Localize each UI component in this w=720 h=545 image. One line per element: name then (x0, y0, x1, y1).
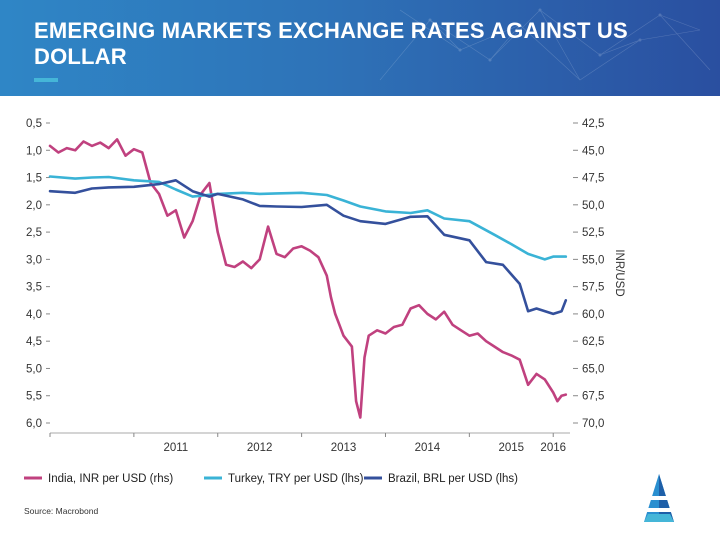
left-axis-tick-label: 0,5 (26, 118, 42, 130)
left-axis-tick-label: 5,5 (26, 391, 42, 403)
left-axis-tick-label: 3,0 (26, 254, 42, 266)
right-axis-tick-label: 57,5 (582, 282, 604, 294)
right-axis-tick-label: 50,0 (582, 200, 604, 212)
exchange-rate-chart: 0,5 1,0 1,5 2,0 2,5 3,0 3,5 4,0 4,5 5,0 5,5 6,0 42,5… (24, 118, 625, 485)
right-axis-tick-label: 70,0 (582, 418, 604, 430)
left-axis-tick-label: 4,0 (26, 309, 42, 321)
title-banner: EMERGING MARKETS EXCHANGE RATES AGAINST … (0, 0, 720, 96)
chart-axes: 0,5 1,0 1,5 2,0 2,5 3,0 3,5 4,0 4,5 5,0 5,5 6,0 42,5… (26, 118, 625, 454)
left-axis-tick-label: 1,5 (26, 173, 42, 185)
x-axis-tick-label: 2014 (415, 442, 441, 454)
x-axis-tick-label: 2016 (540, 442, 566, 454)
x-axis-tick-label: 2013 (331, 442, 357, 454)
left-axis-tick-label: 4,5 (26, 336, 42, 348)
right-axis-tick-label: 55,0 (582, 254, 604, 266)
slide-title: EMERGING MARKETS EXCHANGE RATES AGAINST … (34, 18, 628, 69)
source-note: Source: Macrobond (24, 506, 99, 516)
left-axis-tick-label: 5,0 (26, 363, 42, 375)
right-axis-tick-label: 60,0 (582, 309, 604, 321)
right-axis-tick-label: 67,5 (582, 391, 604, 403)
company-logo-icon (644, 474, 674, 522)
series-line (48, 138, 568, 419)
left-axis-tick-label: 2,5 (26, 227, 42, 239)
right-axis-tick-label: 47,5 (582, 173, 604, 185)
right-axis-tick-label: 42,5 (582, 118, 604, 130)
x-axis-tick-label: 2012 (247, 442, 273, 454)
legend-label: India, INR per USD (rhs) (48, 473, 173, 485)
legend-label: Brazil, BRL per USD (lhs) (388, 473, 518, 485)
series-line (48, 175, 568, 261)
header-network-pattern (379, 8, 711, 81)
right-axis-tick-label: 62,5 (582, 336, 604, 348)
title-accent-bar (34, 78, 58, 82)
chart-legend: India, INR per USD (rhs) Turkey, TRY per … (24, 473, 518, 485)
right-axis-title: INR/USD (613, 249, 625, 296)
right-axis-tick-label: 52,5 (582, 227, 604, 239)
chart-series (48, 138, 568, 419)
left-axis-tick-label: 3,5 (26, 282, 42, 294)
legend-label: Turkey, TRY per USD (lhs) (228, 473, 364, 485)
right-axis-tick-label: 45,0 (582, 145, 604, 157)
chart-area: 0,5 1,0 1,5 2,0 2,5 3,0 3,5 4,0 4,5 5,0 5,5 6,0 42,5… (0, 96, 720, 540)
left-axis-tick-label: 2,0 (26, 200, 42, 212)
right-axis-tick-label: 65,0 (582, 363, 604, 375)
left-axis-tick-label: 6,0 (26, 418, 42, 430)
x-axis-tick-label: 2015 (498, 442, 524, 454)
series-line (48, 179, 568, 316)
left-axis-tick-label: 1,0 (26, 145, 42, 157)
x-axis-tick-label: 2011 (163, 442, 188, 454)
